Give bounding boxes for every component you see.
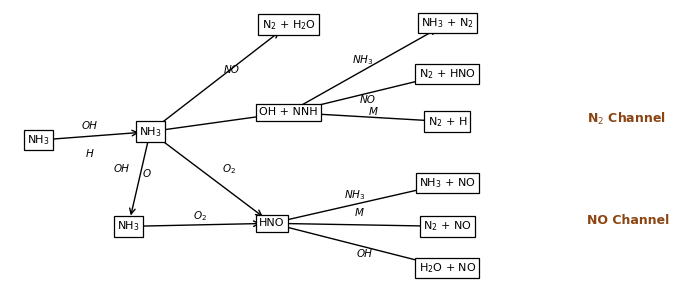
Text: N$_2$ + H: N$_2$ + H bbox=[427, 115, 467, 128]
Text: NO Channel: NO Channel bbox=[588, 214, 669, 227]
Text: NO: NO bbox=[360, 95, 376, 105]
Text: H: H bbox=[85, 149, 94, 159]
Text: NH$_3$ + N$_2$: NH$_3$ + N$_2$ bbox=[421, 16, 473, 30]
Text: N$_2$ Channel: N$_2$ Channel bbox=[588, 111, 666, 127]
Text: NH$_3$: NH$_3$ bbox=[117, 220, 140, 233]
Text: M: M bbox=[368, 107, 377, 117]
Text: N$_2$ + H$_2$O: N$_2$ + H$_2$O bbox=[261, 18, 316, 31]
Text: N$_2$ + NO: N$_2$ + NO bbox=[423, 220, 471, 233]
Text: OH: OH bbox=[356, 249, 372, 259]
Text: OH + NNH: OH + NNH bbox=[259, 107, 318, 117]
Text: NH$_3$ + NO: NH$_3$ + NO bbox=[419, 176, 475, 190]
Text: OH: OH bbox=[81, 121, 98, 131]
Text: NH$_3$: NH$_3$ bbox=[27, 133, 50, 147]
Text: H$_2$O + NO: H$_2$O + NO bbox=[418, 261, 476, 275]
Text: HNO: HNO bbox=[259, 218, 284, 228]
Text: O$_2$: O$_2$ bbox=[193, 209, 207, 223]
Text: O$_2$: O$_2$ bbox=[222, 163, 236, 176]
Text: M: M bbox=[355, 208, 364, 218]
Text: NH$_3$: NH$_3$ bbox=[352, 53, 374, 67]
Text: O: O bbox=[143, 169, 151, 179]
Text: OH: OH bbox=[114, 164, 129, 174]
Text: NO: NO bbox=[223, 65, 239, 75]
Text: N$_2$ + HNO: N$_2$ + HNO bbox=[419, 67, 475, 81]
Text: NH$_3$: NH$_3$ bbox=[139, 125, 162, 139]
Text: NH$_3$: NH$_3$ bbox=[344, 188, 365, 202]
